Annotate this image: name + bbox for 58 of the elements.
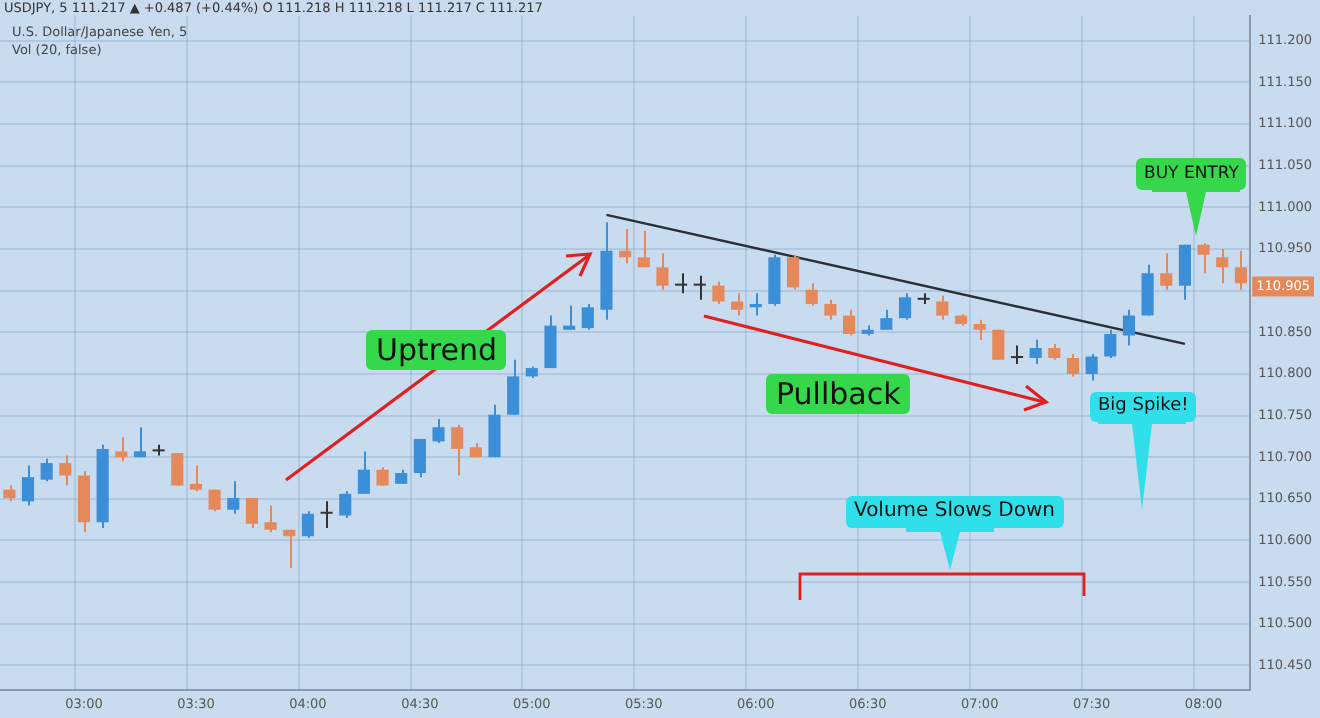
candlestick <box>768 253 781 307</box>
candlestick <box>264 504 277 534</box>
annotation: Uptrend <box>366 330 507 370</box>
candlestick <box>637 229 650 269</box>
candlestick <box>376 466 389 487</box>
candlestick <box>1141 263 1154 317</box>
annotation: BUY ENTRY <box>1136 158 1247 191</box>
candlestick <box>805 282 818 307</box>
candlestick <box>227 480 240 515</box>
candlestick <box>339 490 352 519</box>
candlestick <box>21 464 35 507</box>
candlestick <box>171 452 184 487</box>
candlestick <box>77 470 91 534</box>
candlestick <box>731 292 744 317</box>
candlestick <box>1066 352 1080 378</box>
candlestick <box>189 464 202 493</box>
candlestick <box>245 497 258 529</box>
candlestick <box>320 500 333 529</box>
candlestick <box>1234 249 1247 291</box>
annotation: Big Spike! <box>1090 392 1197 422</box>
candlestick <box>749 292 762 317</box>
candlestick <box>1216 248 1229 285</box>
candlestick <box>824 298 837 321</box>
candlestick <box>693 274 706 301</box>
candlestick <box>1104 328 1117 360</box>
candlestick <box>1029 338 1042 365</box>
candlestick <box>1178 243 1191 301</box>
candlestick <box>357 450 370 495</box>
candlestick <box>787 253 800 291</box>
candlestick <box>507 358 520 416</box>
candlestick <box>973 318 986 341</box>
candlestick <box>115 436 128 463</box>
candlestick <box>40 457 53 483</box>
candlestick <box>1197 242 1210 275</box>
annotation: Volume Slows Down <box>846 496 1064 528</box>
candlestick <box>842 308 856 337</box>
candlestick <box>675 272 688 295</box>
candlestick <box>488 403 501 459</box>
candlestick <box>1010 344 1024 365</box>
candlestick <box>544 314 557 370</box>
candlestick <box>432 417 445 445</box>
candlestick <box>59 454 72 487</box>
candlestick <box>563 304 576 331</box>
candlestick <box>301 510 314 539</box>
candlestick <box>581 302 594 331</box>
candlestick <box>898 292 912 321</box>
candlestick <box>1085 352 1098 382</box>
annotation: Pullback <box>766 374 911 414</box>
candlestick <box>712 280 725 305</box>
candlestick <box>880 308 893 331</box>
candlestick <box>133 426 147 459</box>
candlestick <box>1160 252 1173 291</box>
candlestick <box>451 423 464 477</box>
candlestick <box>992 328 1005 361</box>
candlestick <box>1122 308 1136 347</box>
candlestick <box>936 294 949 321</box>
candlestick <box>656 252 669 291</box>
candlestick <box>413 437 426 479</box>
